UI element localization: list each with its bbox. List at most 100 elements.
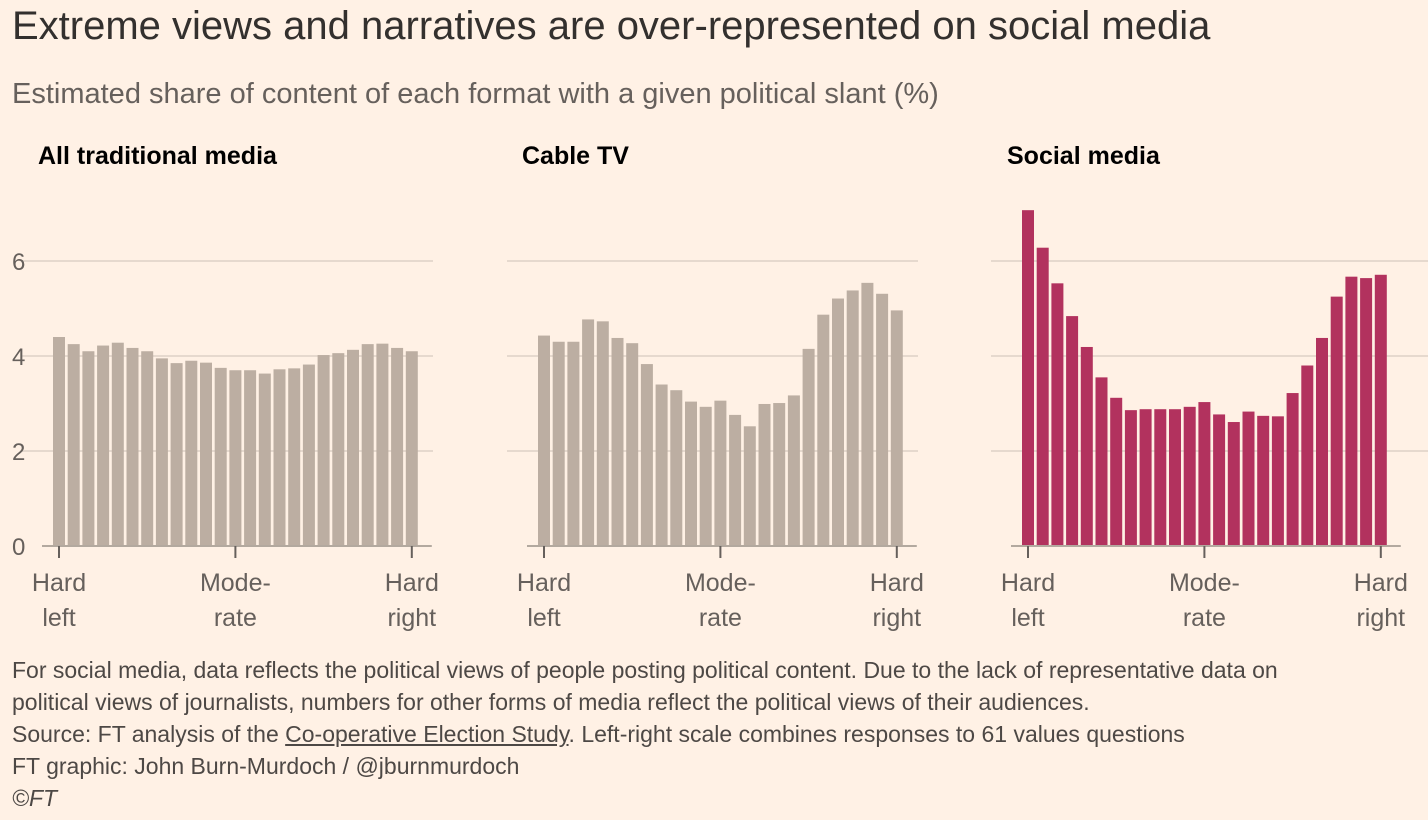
x-tick-label: Hard xyxy=(870,569,924,597)
bar xyxy=(405,351,418,546)
x-tick-label: rate xyxy=(699,604,742,632)
bar xyxy=(288,368,301,546)
bar xyxy=(317,355,330,546)
bar xyxy=(1374,274,1387,546)
y-tick-label: 2 xyxy=(12,439,25,466)
bar xyxy=(1139,409,1152,546)
bar xyxy=(229,370,242,546)
bar xyxy=(200,362,212,546)
x-tick-label: rate xyxy=(1183,604,1226,632)
source-link[interactable]: Co-operative Election Study xyxy=(285,721,569,747)
x-tick-label: left xyxy=(527,604,560,632)
bar xyxy=(1124,410,1137,546)
footer-source: Source: FT analysis of the Co-operative … xyxy=(12,718,1422,750)
bar xyxy=(141,351,154,546)
x-tick-label: Hard xyxy=(1354,569,1408,597)
chart-panel: All traditional media 0 2 4 6 Hard left Mode-ra… xyxy=(12,142,439,632)
bar xyxy=(1286,393,1299,546)
bar xyxy=(170,363,183,546)
bar xyxy=(552,341,565,546)
copyright: ©FT xyxy=(12,785,58,811)
bar xyxy=(361,344,374,546)
bar xyxy=(1095,377,1108,546)
bar xyxy=(1183,406,1196,546)
bar xyxy=(53,337,65,546)
bar xyxy=(655,384,668,546)
bar xyxy=(640,364,653,546)
bar xyxy=(376,343,389,546)
x-tick-label: right xyxy=(1356,604,1405,632)
footer: For social media, data reflects the poli… xyxy=(12,654,1422,814)
footer-note-line-2: political views of journalists, numbers … xyxy=(12,689,1090,715)
bar xyxy=(214,367,227,546)
bar xyxy=(1051,283,1064,546)
bar xyxy=(302,364,315,546)
x-tick-label: Hard xyxy=(517,569,571,597)
bar xyxy=(111,342,124,546)
bar xyxy=(1169,409,1181,546)
bar xyxy=(596,321,609,546)
x-tick-label: Mode- xyxy=(200,569,271,597)
y-tick-label: 0 xyxy=(12,534,25,561)
bar xyxy=(1110,397,1123,546)
chart-panel: Social media Hard left Mode-rate Hard right xyxy=(991,142,1428,632)
bar xyxy=(685,401,697,546)
bar xyxy=(1271,416,1284,546)
bar xyxy=(332,353,345,546)
bar xyxy=(758,403,771,546)
y-tick-label: 6 xyxy=(12,249,25,276)
bar xyxy=(391,347,404,546)
bar xyxy=(347,349,359,546)
bar xyxy=(743,426,756,546)
x-tick-label: left xyxy=(1011,604,1044,632)
source-prefix: Source: FT analysis of the xyxy=(12,721,286,747)
bar xyxy=(773,403,786,546)
panel-title: Social media xyxy=(1007,142,1161,170)
bar xyxy=(670,390,683,546)
bar xyxy=(155,358,168,546)
chart-title: Extreme views and narratives are over-re… xyxy=(12,4,1211,48)
bar xyxy=(1022,210,1034,547)
bar xyxy=(1080,346,1093,546)
bar xyxy=(1330,296,1343,546)
x-tick-label: right xyxy=(872,604,921,632)
bar xyxy=(611,337,624,546)
bar xyxy=(802,348,815,546)
bar xyxy=(699,406,712,546)
bar xyxy=(787,395,800,546)
x-tick-label: Mode- xyxy=(685,569,756,597)
chart-panel: Cable TV Hard left Mode-rate Hard right xyxy=(507,142,924,632)
bar xyxy=(273,369,286,546)
source-suffix: . Left-right scale combines responses to… xyxy=(568,721,1185,747)
bar xyxy=(1154,409,1167,546)
x-tick-label: rate xyxy=(214,604,257,632)
bar xyxy=(1242,411,1255,546)
bar xyxy=(832,298,844,546)
panel-title: All traditional media xyxy=(38,142,278,170)
x-tick-label: Hard xyxy=(32,569,86,597)
bar xyxy=(258,373,271,546)
bar xyxy=(1301,365,1314,546)
x-tick-label: Mode- xyxy=(1169,569,1240,597)
bar xyxy=(97,345,110,546)
bar xyxy=(582,319,595,546)
small-multiples-chart: All traditional media 0 2 4 6 Hard left Mode-ra… xyxy=(12,142,1428,632)
footer-credit: FT graphic: John Burn-Murdoch / @jburnmu… xyxy=(12,753,520,779)
bar xyxy=(1036,247,1049,546)
bar xyxy=(846,290,859,546)
bar xyxy=(538,335,550,546)
bar xyxy=(1345,276,1358,546)
bar xyxy=(626,343,639,546)
bar xyxy=(1316,337,1328,546)
footer-note-line-1: For social media, data reflects the poli… xyxy=(12,657,1278,683)
x-tick-label: Hard xyxy=(1001,569,1055,597)
x-tick-label: Hard xyxy=(385,569,439,597)
bar xyxy=(1213,414,1226,546)
y-tick-label: 4 xyxy=(12,344,25,371)
bar xyxy=(1198,402,1211,546)
bar xyxy=(714,400,727,546)
bar xyxy=(861,282,874,546)
chart-subtitle: Estimated share of content of each forma… xyxy=(12,78,939,110)
bar xyxy=(67,344,80,546)
bar xyxy=(1360,278,1373,546)
